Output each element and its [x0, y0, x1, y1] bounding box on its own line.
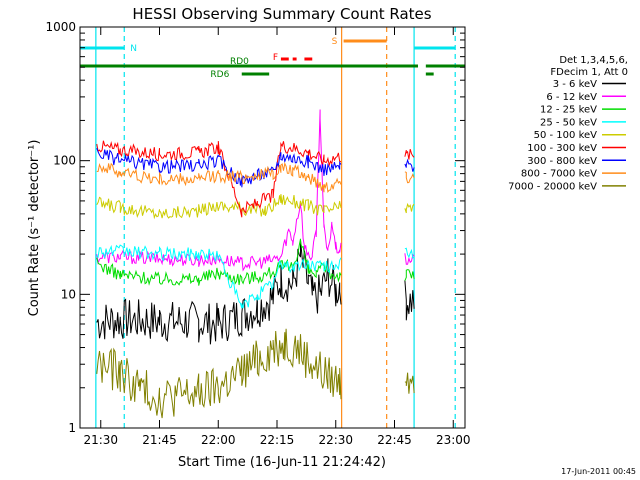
- series-line-3-6-kev: [96, 239, 415, 345]
- flag-label-rd0: RD0: [230, 57, 249, 67]
- x-tick-label: 22:45: [377, 433, 412, 447]
- legend-entry-label: 300 - 800 keV: [527, 156, 597, 167]
- legend-entry-label: 50 - 100 keV: [534, 130, 598, 141]
- y-axis-label: Count Rate (s⁻¹ detector⁻¹): [27, 140, 42, 317]
- plot-frame: [79, 26, 466, 429]
- series-layer: [96, 109, 415, 419]
- x-tick-label: 22:15: [260, 433, 295, 447]
- series-line-25-50-kev: [96, 244, 415, 309]
- event-lines: [95, 27, 456, 428]
- flag-label-f: F: [273, 53, 278, 63]
- legend-entry-label: 25 - 50 keV: [540, 117, 597, 128]
- series-line-6-12-kev: [96, 109, 415, 272]
- legend-entry-label: 3 - 6 keV: [553, 79, 597, 90]
- flag-label-n: N: [130, 44, 137, 54]
- legend-header: FDecim 1, Att 0: [550, 67, 628, 78]
- legend-entry-label: 6 - 12 keV: [546, 92, 597, 103]
- y-tick-label: 1: [68, 421, 76, 435]
- x-axis-label: Start Time (16-Jun-11 21:24:42): [178, 455, 386, 470]
- flag-label-rd6: RD6: [210, 70, 229, 80]
- series-line-300-800-kev: [96, 148, 415, 188]
- x-tick-label: 21:45: [142, 433, 177, 447]
- legend-entry-label: 100 - 300 keV: [527, 143, 597, 154]
- footer-timestamp: 17-Jun-2011 00:45: [561, 467, 636, 476]
- y-tick-label: 1000: [45, 20, 76, 34]
- flag-label-s: S: [332, 37, 338, 47]
- x-tick-label: 21:30: [83, 433, 118, 447]
- axes: 21:30 21:45 22:00 22:15 22:30 22:45 23:00 1 10 10…: [45, 20, 470, 447]
- legend-entry-label: 800 - 7000 keV: [521, 169, 597, 180]
- legend-header: Det 1,3,4,5,6,: [559, 55, 628, 66]
- x-tick-label: 22:30: [318, 433, 353, 447]
- x-tick-label: 23:00: [436, 433, 471, 447]
- legend: Det 1,3,4,5,6,FDecim 1, Att 03 - 6 keV 6 …: [508, 55, 628, 192]
- chart-title: HESSI Observing Summary Count Rates: [132, 5, 431, 23]
- legend-entry-label: 12 - 25 keV: [540, 105, 597, 116]
- series-line-12-25-kev: [96, 238, 415, 286]
- series-line-800-7000-kev: [96, 161, 415, 194]
- legend-entry-label: 7000 - 20000 keV: [508, 181, 597, 192]
- series-line-7000-20000-kev: [96, 328, 415, 419]
- series-line-50-100-kev: [96, 194, 415, 220]
- series-line-100-300-kev: [96, 140, 415, 218]
- y-tick-label: 100: [53, 154, 76, 168]
- y-tick-label: 10: [61, 287, 76, 301]
- x-tick-label: 22:00: [201, 433, 236, 447]
